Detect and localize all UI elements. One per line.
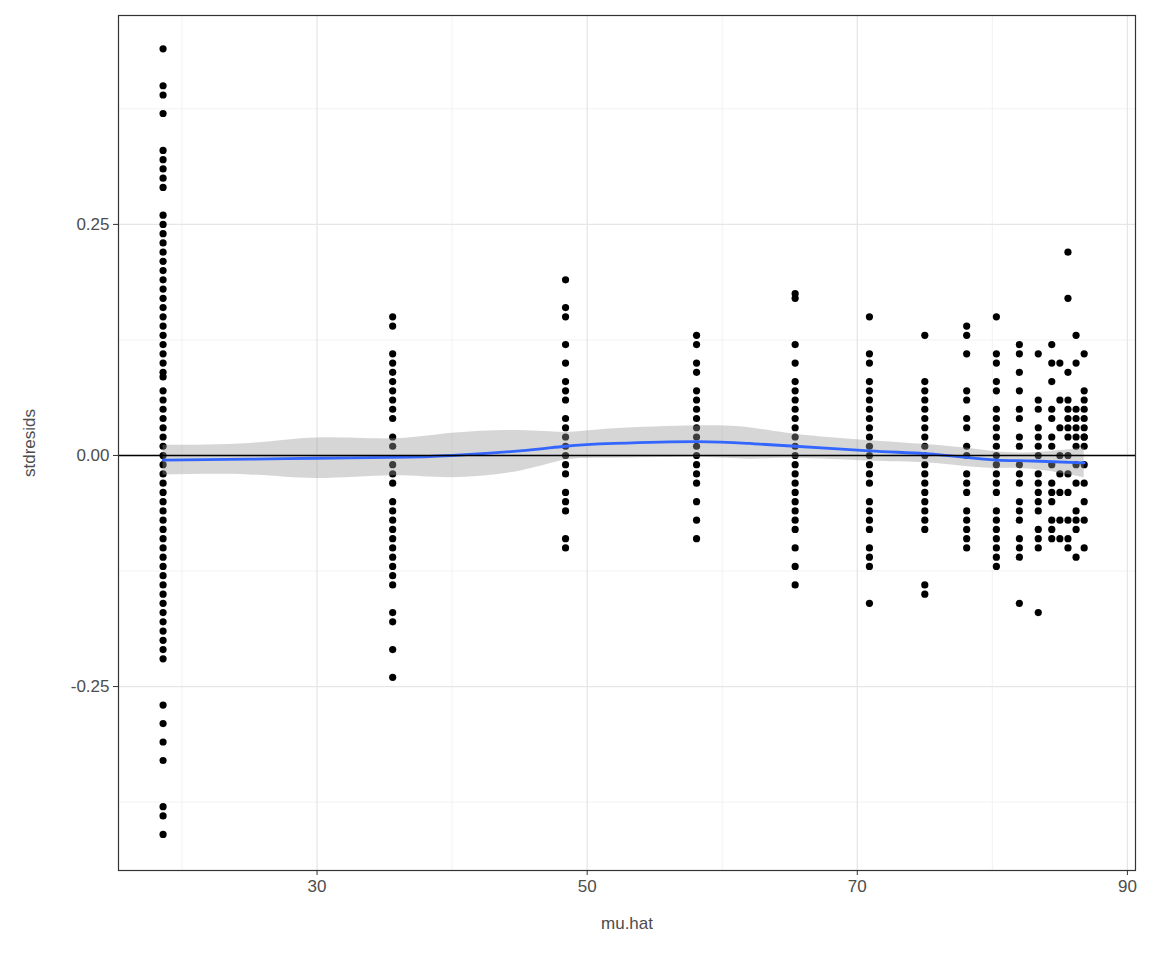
svg-text:50: 50 — [578, 877, 597, 896]
svg-text:-0.25: -0.25 — [71, 677, 110, 696]
svg-text:mu.hat: mu.hat — [601, 914, 653, 933]
svg-text:70: 70 — [848, 877, 867, 896]
svg-text:90: 90 — [1118, 877, 1137, 896]
svg-text:stdresids: stdresids — [20, 409, 39, 477]
svg-text:0.00: 0.00 — [76, 446, 109, 465]
svg-text:30: 30 — [308, 877, 327, 896]
svg-text:0.25: 0.25 — [76, 215, 109, 234]
